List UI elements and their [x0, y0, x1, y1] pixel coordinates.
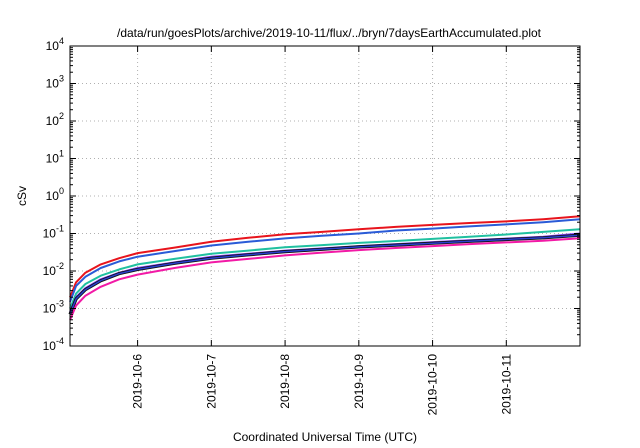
y-tick-label: 10-4	[43, 336, 64, 353]
y-tick-label: 102	[46, 111, 64, 128]
x-tick-label: 2019-10-10	[426, 354, 440, 416]
chart-title: /data/run/goesPlots/archive/2019-10-11/f…	[117, 26, 542, 40]
y-tick-label: 10-3	[43, 299, 64, 316]
series-line-2	[69, 218, 581, 303]
grid	[70, 46, 580, 346]
x-axis-label: Coordinated Universal Time (UTC)	[233, 430, 417, 444]
x-tick-label: 2019-10-6	[131, 354, 145, 409]
x-tick-label: 2019-10-7	[204, 354, 218, 409]
series-line-5	[68, 233, 581, 315]
y-tick-label: 10-1	[43, 224, 64, 241]
x-tick-label: 2019-10-9	[352, 354, 366, 409]
y-axis-label: cSv	[15, 186, 29, 206]
y-tick-label: 100	[46, 186, 64, 203]
x-tick-label: 2019-10-11	[499, 354, 513, 415]
y-axis: 10-4 10-3 10-2 10-1 100 101 102 103 104	[43, 36, 580, 353]
series-line-1	[69, 215, 581, 298]
y-tick-label: 101	[46, 149, 64, 166]
series-line-7	[69, 237, 581, 321]
x-tick-label: 2019-10-8	[278, 354, 292, 409]
series-group	[68, 215, 581, 321]
y-tick-label: 10-2	[43, 261, 64, 278]
series-line-6	[69, 234, 581, 315]
y-tick-label: 104	[46, 36, 64, 53]
x-axis: 2019-10-6 2019-10-7 2019-10-8 2019-10-9 2019…	[131, 46, 513, 416]
series-line-3	[69, 228, 581, 309]
y-tick-label: 103	[46, 74, 64, 91]
